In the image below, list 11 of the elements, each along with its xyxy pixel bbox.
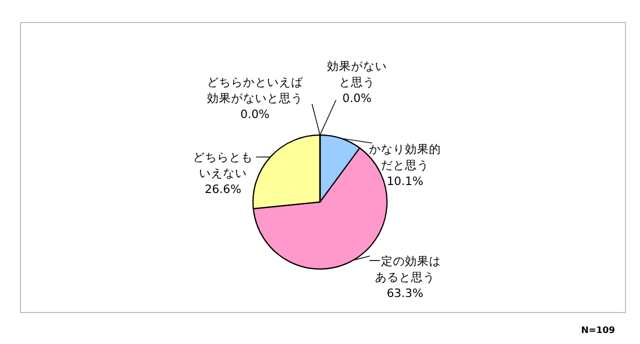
text: 0.0% xyxy=(342,91,372,105)
data-label: 26.6% xyxy=(204,182,242,196)
text: N=109 xyxy=(581,326,615,336)
category-label: どちらかといえば効果がないと思う xyxy=(207,75,303,105)
slice-label: かなり効果的だと思う xyxy=(369,142,441,172)
data-label: 10.1% xyxy=(386,174,424,188)
category-label: 効果がないと思う xyxy=(327,59,387,89)
slice-label: どちらともいえない xyxy=(193,150,253,180)
data-label: 63.3% xyxy=(386,286,424,300)
slice-label: 一定の効果はあると思う xyxy=(369,254,441,284)
text: 0.0% xyxy=(240,107,270,121)
